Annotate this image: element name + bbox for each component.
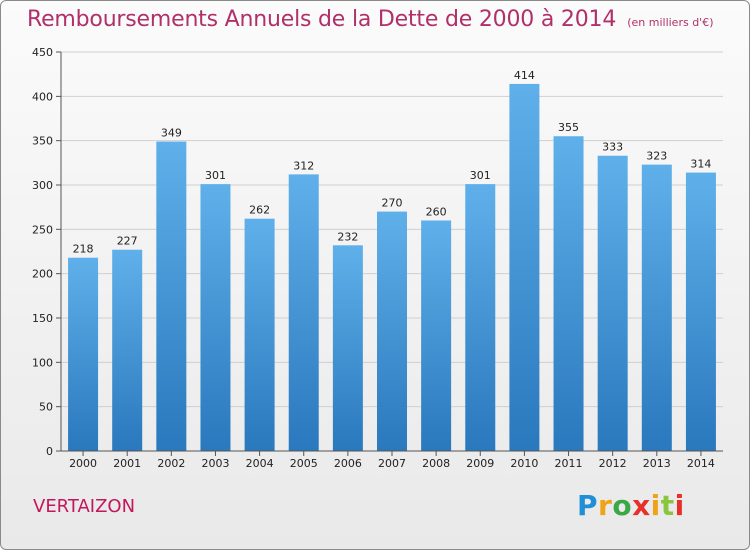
- y-tick-label: 300: [32, 179, 53, 192]
- bar-value-label: 260: [426, 205, 447, 218]
- x-tick-label: 2013: [643, 457, 671, 470]
- bar-value-label: 312: [293, 159, 314, 172]
- bar-value-label: 218: [73, 243, 94, 256]
- x-tick-label: 2011: [555, 457, 583, 470]
- x-tick-label: 2012: [599, 457, 627, 470]
- bar-value-label: 270: [382, 197, 403, 210]
- x-tick-label: 2002: [157, 457, 185, 470]
- bar-2004: [244, 218, 275, 451]
- bar-2012: [597, 155, 628, 452]
- x-tick-label: 2008: [422, 457, 450, 470]
- x-tick-label: 2001: [113, 457, 141, 470]
- bar-value-label: 227: [117, 235, 138, 248]
- bar-value-label: 314: [690, 158, 711, 171]
- bar-value-label: 323: [646, 150, 667, 163]
- bar-2008: [421, 220, 452, 451]
- brand-letter: t: [660, 489, 675, 522]
- x-tick-label: 2000: [69, 457, 97, 470]
- bar-2005: [288, 174, 319, 452]
- x-tick-label: 2006: [334, 457, 362, 470]
- bar-2006: [332, 245, 363, 451]
- x-tick-label: 2009: [466, 457, 494, 470]
- bar-2009: [465, 184, 496, 451]
- bar-2001: [112, 249, 143, 451]
- bar-value-label: 333: [602, 141, 623, 154]
- y-tick-label: 50: [39, 401, 53, 414]
- x-tick-label: 2003: [201, 457, 229, 470]
- y-tick-label: 200: [32, 268, 53, 281]
- bar-layer: 218 227 349 301 262 312 232 270 260 301 414 355 333 3…: [68, 69, 716, 452]
- y-tick-label: 400: [32, 90, 53, 103]
- bar-value-label: 262: [249, 204, 270, 217]
- y-tick-label: 0: [46, 445, 53, 458]
- axis-layer: 0 50 100 150 200 250 300 350 400 450 2000 2001 2002 2…: [32, 46, 723, 470]
- proxiti-logo: Proxiti: [577, 489, 685, 522]
- brand-letter: i: [650, 489, 661, 522]
- bar-2014: [685, 172, 716, 451]
- x-tick-label: 2007: [378, 457, 406, 470]
- bar-2011: [553, 136, 584, 451]
- bar-2003: [200, 184, 231, 451]
- brand-letter: o: [612, 489, 633, 522]
- y-tick-label: 350: [32, 135, 53, 148]
- title-row: Remboursements Annuels de la Dette de 20…: [27, 7, 714, 32]
- x-tick-label: 2010: [510, 457, 538, 470]
- x-tick-label: 2014: [687, 457, 715, 470]
- brand-letter: i: [674, 489, 685, 522]
- y-tick-label: 450: [32, 46, 53, 59]
- bar-value-label: 349: [161, 127, 182, 140]
- bar-value-label: 301: [470, 169, 491, 182]
- bar-2002: [156, 141, 187, 451]
- brand-letter: x: [632, 489, 651, 522]
- y-tick-label: 250: [32, 223, 53, 236]
- bar-value-label: 301: [205, 169, 226, 182]
- brand-letter: r: [598, 489, 613, 522]
- brand-letter: P: [577, 489, 599, 522]
- bar-2000: [68, 257, 99, 451]
- chart-title: Remboursements Annuels de la Dette de 20…: [27, 7, 617, 32]
- bar-value-label: 232: [337, 230, 358, 243]
- chart-unit-subtitle: (en milliers d'€): [627, 16, 714, 29]
- bar-value-label: 414: [514, 69, 535, 82]
- bar-2010: [509, 83, 540, 452]
- x-tick-label: 2005: [290, 457, 318, 470]
- x-tick-label: 2004: [246, 457, 274, 470]
- commune-name: VERTAIZON: [33, 496, 136, 517]
- bar-value-label: 355: [558, 121, 579, 134]
- y-tick-label: 100: [32, 356, 53, 369]
- bar-2013: [641, 164, 672, 451]
- y-tick-label: 150: [32, 312, 53, 325]
- bar-2007: [377, 211, 407, 451]
